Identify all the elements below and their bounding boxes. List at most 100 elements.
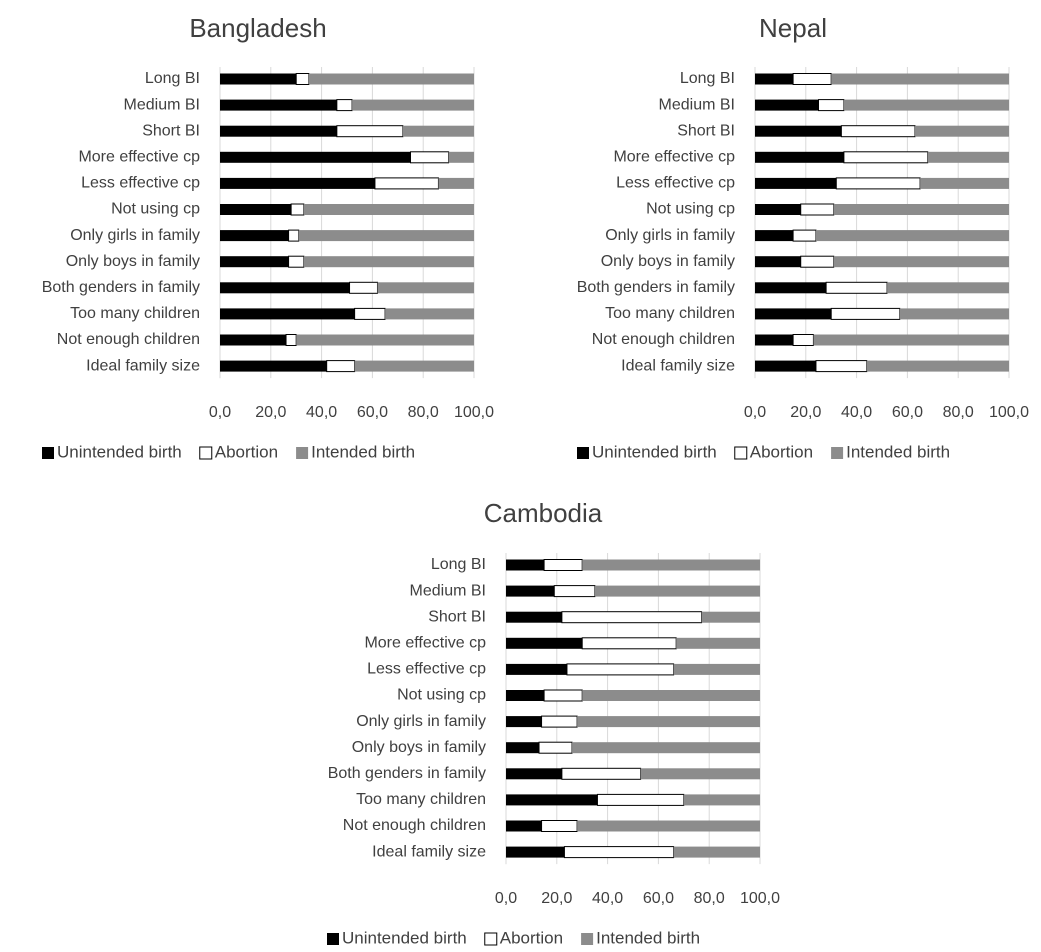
bar-abortion <box>410 151 450 164</box>
bar-unintended-birth <box>220 360 327 372</box>
bar-intended-birth <box>572 742 760 754</box>
bar-abortion <box>541 715 578 728</box>
bar-unintended-birth <box>220 177 375 189</box>
bar-abortion <box>581 637 677 650</box>
bar-abortion <box>288 255 305 268</box>
bar-abortion <box>541 820 578 832</box>
category-label: Too many children <box>70 305 200 322</box>
bar-unintended-birth <box>506 559 545 571</box>
legend-label: Abortion <box>215 442 278 461</box>
bar-intended-birth <box>296 334 474 346</box>
bar-intended-birth <box>813 334 1009 346</box>
category-label: Long BI <box>145 70 200 87</box>
bar-unintended-birth <box>506 794 598 806</box>
legend-swatch <box>296 447 309 459</box>
category-label: Not enough children <box>343 817 486 834</box>
x-tick-label: 40,0 <box>841 404 872 421</box>
bar-intended-birth <box>577 716 760 728</box>
bar-abortion <box>840 125 916 138</box>
category-label: Only boys in family <box>352 739 486 756</box>
bar-unintended-birth <box>220 125 337 137</box>
bar-abortion <box>815 360 868 373</box>
category-label: Only girls in family <box>605 227 735 244</box>
bar-abortion <box>290 203 305 216</box>
bar-unintended-birth <box>220 282 350 294</box>
category-label: Short BI <box>142 122 200 139</box>
category-label: Not using cp <box>397 687 486 704</box>
category-label: Long BI <box>680 70 735 87</box>
category-label: Less effective cp <box>616 175 735 192</box>
x-tick-label: 60,0 <box>892 404 923 421</box>
x-tick-label: 0,0 <box>209 404 231 421</box>
category-label: Not using cp <box>111 201 200 218</box>
legend-label: Unintended birth <box>342 928 467 947</box>
bar-abortion <box>792 229 817 242</box>
category-label: Not enough children <box>57 331 200 348</box>
bar-unintended-birth <box>755 282 827 294</box>
bar-intended-birth <box>438 177 474 189</box>
bar-abortion <box>825 281 888 294</box>
bar-abortion <box>800 255 835 268</box>
x-tick-label: 20,0 <box>790 404 821 421</box>
category-label: Both genders in family <box>328 765 486 782</box>
category-label: Short BI <box>677 122 735 139</box>
bar-unintended-birth <box>506 716 542 728</box>
bar-intended-birth <box>843 99 1009 111</box>
x-tick-label: 80,0 <box>943 404 974 421</box>
bar-abortion <box>835 177 921 190</box>
legend-swatch <box>199 446 213 460</box>
bar-unintended-birth <box>220 73 297 85</box>
bar-abortion <box>336 99 353 112</box>
category-label: Short BI <box>428 608 486 625</box>
x-tick-label: 80,0 <box>694 890 725 907</box>
bar-intended-birth <box>866 360 1009 372</box>
bar-abortion <box>843 151 929 164</box>
category-label: Both genders in family <box>42 279 200 296</box>
bar-abortion <box>326 360 356 373</box>
category-label: More effective cp <box>613 149 735 166</box>
bar-unintended-birth <box>755 73 794 85</box>
bar-unintended-birth <box>506 846 565 858</box>
bar-intended-birth <box>308 73 474 85</box>
bar-unintended-birth <box>506 637 583 649</box>
bar-intended-birth <box>640 768 760 780</box>
category-label: Ideal family size <box>621 357 735 374</box>
bar-unintended-birth <box>220 151 411 163</box>
bar-intended-birth <box>701 611 760 623</box>
x-tick-label: 60,0 <box>357 404 388 421</box>
bar-intended-birth <box>582 690 760 701</box>
bar-intended-birth <box>833 256 1009 268</box>
bar-abortion <box>354 307 386 320</box>
bar-unintended-birth <box>506 690 545 701</box>
legend-label: Abortion <box>500 928 563 947</box>
bar-unintended-birth <box>755 334 794 346</box>
bar-unintended-birth <box>755 230 794 242</box>
category-label: Medium BI <box>124 96 200 113</box>
bar-unintended-birth <box>755 99 819 111</box>
bar-abortion <box>800 203 835 216</box>
bar-intended-birth <box>815 230 1009 242</box>
bar-intended-birth <box>887 282 1009 294</box>
legend-swatch <box>734 446 748 460</box>
legend-swatch <box>42 447 54 459</box>
bar-unintended-birth <box>506 742 540 754</box>
bar-abortion <box>349 281 378 294</box>
bar-abortion <box>563 846 675 859</box>
chart-bangladesh: Bangladesh 0,0 20,0 40,0 60,0 80,0 100,0 Long B… <box>42 13 494 462</box>
x-tick-label: 0,0 <box>744 404 766 421</box>
bar-intended-birth <box>673 663 760 675</box>
bar-unintended-birth <box>506 585 555 597</box>
bar-abortion <box>830 307 901 320</box>
bar-intended-birth <box>303 204 474 215</box>
bar-abortion <box>285 334 297 346</box>
bar-intended-birth <box>402 125 474 137</box>
bar-intended-birth <box>673 846 760 858</box>
bar-intended-birth <box>927 151 1009 163</box>
bar-abortion <box>543 559 583 571</box>
legend-swatch <box>831 447 844 459</box>
bar-unintended-birth <box>755 360 816 372</box>
bar-unintended-birth <box>755 151 844 163</box>
bar-intended-birth <box>683 794 760 806</box>
bar-unintended-birth <box>506 768 562 780</box>
bar-intended-birth <box>577 820 760 832</box>
